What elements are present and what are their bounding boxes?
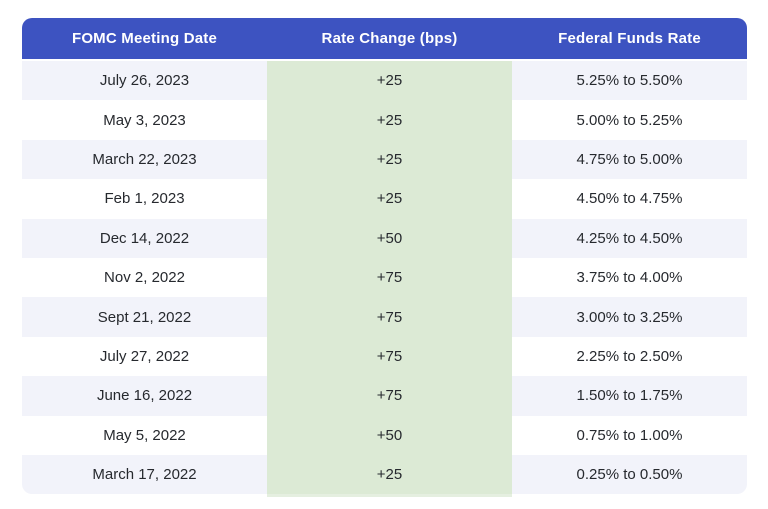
table-row: March 22, 2023 +25 4.75% to 5.00% xyxy=(22,139,747,180)
rate-change-cell: +75 xyxy=(267,297,512,337)
federal-funds-rate-cell: 4.25% to 4.50% xyxy=(512,218,747,258)
rate-change-cell: +75 xyxy=(267,257,512,298)
federal-funds-rate-cell: 0.75% to 1.00% xyxy=(576,426,683,444)
table-row: July 27, 2022 +75 2.25% to 2.50% xyxy=(22,336,747,377)
federal-funds-rate-cell: 5.00% to 5.25% xyxy=(576,111,683,129)
meeting-date-cell: Feb 1, 2023 xyxy=(104,190,185,208)
table-row: Nov 2, 2022 +75 3.75% to 4.00% xyxy=(22,257,747,298)
column-header-federal-funds-rate: Federal Funds Rate xyxy=(558,30,701,47)
table-row: May 3, 2023 +25 5.00% to 5.25% xyxy=(22,100,747,140)
rate-change-cell: +25 xyxy=(267,179,512,219)
table-row: Sept 21, 2022 +75 3.00% to 3.25% xyxy=(22,297,747,337)
rate-change-cell: +75 xyxy=(267,336,512,377)
meeting-date-cell: Nov 2, 2022 xyxy=(104,269,185,287)
table-row: May 5, 2022 +50 0.75% to 1.00% xyxy=(22,415,747,455)
table-body: July 26, 2023 +25 5.25% to 5.50% May 3, … xyxy=(22,61,747,495)
rate-change-cell: +25 xyxy=(267,454,512,495)
rate-change-cell: +25 xyxy=(267,100,512,140)
meeting-date-cell: July 27, 2022 xyxy=(99,347,190,365)
meeting-date-cell: May 5, 2022 xyxy=(103,426,186,444)
rate-change-cell: +50 xyxy=(267,415,512,455)
table-row: June 16, 2022 +75 1.50% to 1.75% xyxy=(22,376,747,416)
federal-funds-rate-cell: 2.25% to 2.50% xyxy=(576,347,683,365)
federal-funds-rate-cell: 3.00% to 3.25% xyxy=(512,297,747,337)
green-column-tail xyxy=(267,494,512,498)
table-row: July 26, 2023 +25 5.25% to 5.50% xyxy=(22,61,747,101)
federal-funds-rate-cell: 4.50% to 4.75% xyxy=(576,190,683,208)
fomc-rate-table: FOMC Meeting Date Rate Change (bps) Fede… xyxy=(22,18,747,498)
rate-change-cell: +25 xyxy=(267,139,512,180)
federal-funds-rate-cell: 0.25% to 0.50% xyxy=(512,454,747,495)
federal-funds-rate-cell: 3.75% to 4.00% xyxy=(576,269,683,287)
meeting-date-cell: March 22, 2023 xyxy=(22,139,267,180)
meeting-date-cell: Sept 21, 2022 xyxy=(22,297,267,337)
rate-change-cell: +75 xyxy=(267,376,512,416)
table-header-row: FOMC Meeting Date Rate Change (bps) Fede… xyxy=(22,18,747,59)
column-header-rate-change: Rate Change (bps) xyxy=(321,30,458,47)
table-row: Dec 14, 2022 +50 4.25% to 4.50% xyxy=(22,218,747,258)
meeting-date-cell: Dec 14, 2022 xyxy=(22,218,267,258)
meeting-date-cell: July 26, 2023 xyxy=(22,61,267,101)
rate-change-cell: +25 xyxy=(267,61,512,101)
federal-funds-rate-cell: 4.75% to 5.00% xyxy=(512,139,747,180)
federal-funds-rate-cell: 5.25% to 5.50% xyxy=(512,61,747,101)
meeting-date-cell: June 16, 2022 xyxy=(22,376,267,416)
meeting-date-cell: May 3, 2023 xyxy=(103,111,186,129)
rate-change-cell: +50 xyxy=(267,218,512,258)
column-header-meeting-date: FOMC Meeting Date xyxy=(71,30,218,47)
meeting-date-cell: March 17, 2022 xyxy=(22,454,267,495)
table-row: Feb 1, 2023 +25 4.50% to 4.75% xyxy=(22,179,747,219)
federal-funds-rate-cell: 1.50% to 1.75% xyxy=(512,376,747,416)
table-row: March 17, 2022 +25 0.25% to 0.50% xyxy=(22,454,747,495)
